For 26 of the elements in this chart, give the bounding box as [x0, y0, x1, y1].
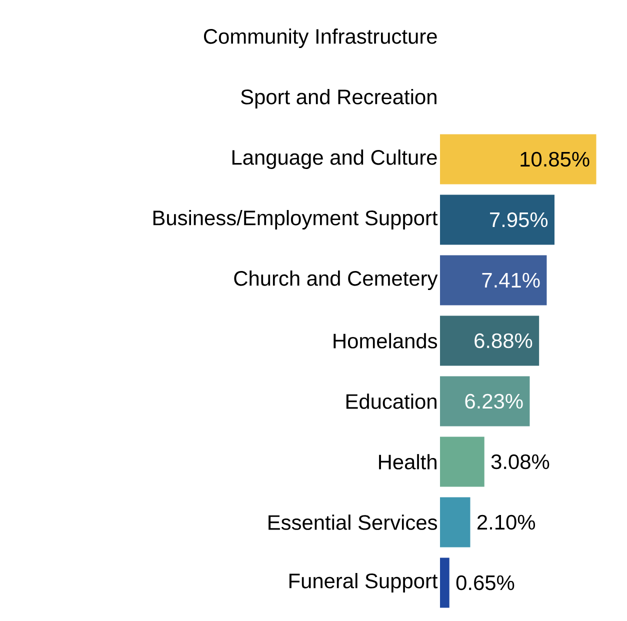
- y-tick-label: Health: [379, 454, 436, 470]
- bar: [440, 134, 596, 184]
- bar: [440, 255, 547, 306]
- y-tick-label: Church and Cemetery: [234, 270, 438, 290]
- y-tick-label: Education: [346, 394, 436, 409]
- data-label: 6.88%: [474, 333, 532, 348]
- y-tick-label: Essential Services: [268, 514, 437, 530]
- bar: [440, 436, 484, 487]
- y-tick-label: Sport and Recreation: [241, 88, 436, 108]
- bar: [440, 376, 530, 426]
- bar: [440, 194, 554, 245]
- data-label: 7.95%: [490, 212, 548, 228]
- data-label: 0.65%: [456, 575, 514, 590]
- data-label: 3.08%: [491, 454, 550, 470]
- data-label: 2.10%: [477, 514, 536, 530]
- y-tick-label: Community Infrastructure: [204, 28, 437, 48]
- bar: [440, 558, 450, 608]
- y-tick-label: Funeral Support: [289, 573, 438, 593]
- bar: [440, 497, 470, 548]
- data-label: 10.85%: [520, 152, 590, 167]
- y-tick-label: Business/Employment Support: [153, 210, 438, 230]
- bar: [440, 316, 540, 366]
- y-tick-label: Language and Culture: [232, 149, 437, 169]
- data-label: 6.23%: [465, 394, 523, 409]
- y-tick-label: Homelands: [334, 333, 438, 348]
- data-label: 7.41%: [482, 272, 540, 288]
